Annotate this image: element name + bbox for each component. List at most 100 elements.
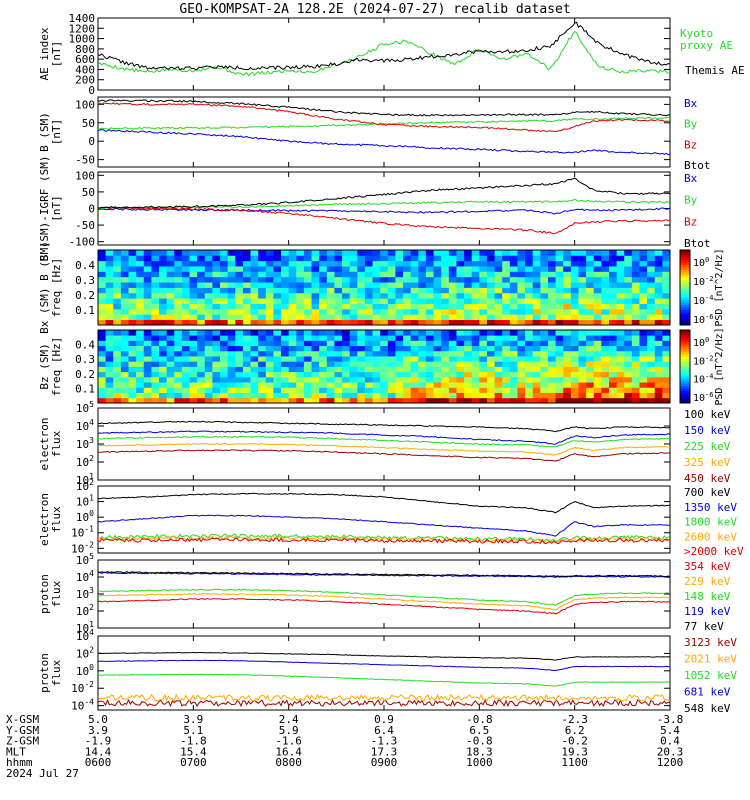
x-axis-row-value: 6.4 [374, 724, 394, 737]
spectrogram-cell [380, 308, 389, 315]
series-bx [98, 207, 670, 215]
spectrogram-cell [372, 314, 381, 321]
spectrogram-cell [364, 266, 373, 272]
spectrogram-cell [303, 266, 312, 272]
spectrogram-cell [631, 298, 640, 304]
spectrogram-cell [563, 376, 572, 383]
spectrogram-cell [319, 314, 328, 321]
spectrogram-cell [380, 376, 389, 383]
spectrogram-cell [479, 266, 488, 272]
spectrogram-cell [593, 303, 602, 310]
spectrogram-cell [532, 303, 541, 310]
spectrogram-cell [303, 345, 312, 352]
spectrogram-cell [502, 382, 511, 388]
spectrogram-cell [395, 356, 404, 362]
x-axis-row-value: -2.3 [561, 713, 588, 726]
spectrogram-cell [151, 335, 160, 341]
spectrogram-cell [479, 250, 488, 256]
spectrogram-cell [204, 382, 213, 388]
y-tick-label: 104 [76, 628, 94, 643]
spectrogram-cell [204, 335, 213, 341]
spectrogram-cell [174, 371, 183, 378]
spectrogram-cell [151, 276, 160, 283]
spectrogram-cell [357, 298, 366, 304]
spectrogram-cell [326, 260, 335, 267]
spectrogram-cell [98, 250, 107, 256]
spectrogram-cell [258, 371, 267, 378]
spectrogram-cell [418, 319, 427, 326]
spectrogram-cell [281, 361, 290, 367]
spectrogram-cell [387, 366, 396, 373]
spectrogram-cell [311, 303, 320, 310]
spectrogram-cell [616, 376, 625, 383]
spectrogram-cell [227, 350, 236, 357]
y-tick-label: 103 [76, 436, 94, 451]
spectrogram-cell [258, 345, 267, 352]
spectrogram-cell [647, 266, 656, 272]
spectrogram-cell [273, 392, 282, 399]
spectrogram-cell [281, 340, 290, 347]
spectrogram-cell [624, 376, 633, 383]
spectrogram-cell [242, 335, 251, 341]
spectrogram-cell [601, 282, 610, 288]
spectrogram-cell [364, 298, 373, 304]
spectrogram-cell [631, 392, 640, 399]
spectrogram-cell [624, 387, 633, 393]
spectrogram-cell [486, 292, 495, 299]
spectrogram-cell [334, 392, 343, 399]
spectrogram-cell [433, 350, 442, 357]
spectrogram-cell [586, 397, 595, 404]
spectrogram-cell [509, 382, 518, 388]
spectrogram-cell [120, 345, 129, 352]
series-548-kev [98, 651, 670, 661]
spectrogram-cell [220, 260, 229, 267]
spectrogram-cell [410, 255, 419, 262]
spectrogram-cell [204, 319, 213, 326]
spectrogram-cell [349, 260, 358, 267]
spectrogram-cell [212, 298, 221, 304]
spectrogram-cell [227, 366, 236, 373]
spectrogram-cell [189, 255, 198, 262]
spectrogram-cell [227, 276, 236, 283]
spectrogram-cell [326, 366, 335, 373]
spectrogram-cell [364, 276, 373, 283]
spectrogram-cell [403, 260, 412, 267]
spectrogram-cell [479, 308, 488, 315]
spectrogram-cell [273, 271, 282, 278]
colorbar-step [680, 282, 690, 286]
spectrogram-cell [250, 303, 259, 310]
spectrogram-cell [357, 376, 366, 383]
spectrogram-cell [464, 271, 473, 278]
spectrogram-cell [227, 250, 236, 256]
y-tick-label: 50 [82, 117, 95, 130]
spectrogram-cell [547, 292, 556, 299]
spectrogram-cell [418, 350, 427, 357]
spectrogram-cell [525, 287, 534, 294]
spectrogram-cell [113, 392, 122, 399]
spectrogram-cell [143, 387, 152, 393]
spectrogram-cell [464, 387, 473, 393]
spectrogram-cell [616, 335, 625, 341]
spectrogram-cell [265, 308, 274, 315]
spectrogram-cell [128, 335, 137, 341]
spectrogram-cell [517, 387, 526, 393]
spectrogram-cell [227, 330, 236, 336]
spectrogram-cell [143, 314, 152, 321]
spectrogram-cell [601, 271, 610, 278]
spectrogram-cell [616, 356, 625, 362]
spectrogram-cell [410, 350, 419, 357]
spectrogram-cell [204, 271, 213, 278]
spectrogram-cell [166, 366, 175, 373]
spectrogram-cell [296, 298, 305, 304]
spectrogram-cell [456, 387, 465, 393]
spectrogram-cell [342, 350, 351, 357]
spectrogram-cell [319, 282, 328, 288]
spectrogram-cell [242, 260, 251, 267]
spectrogram-cell [288, 371, 297, 378]
spectrogram-cell [143, 271, 152, 278]
spectrogram-cell [586, 387, 595, 393]
spectrogram-cell [654, 376, 663, 383]
spectrogram-cell [555, 345, 564, 352]
spectrogram-cell [105, 382, 114, 388]
